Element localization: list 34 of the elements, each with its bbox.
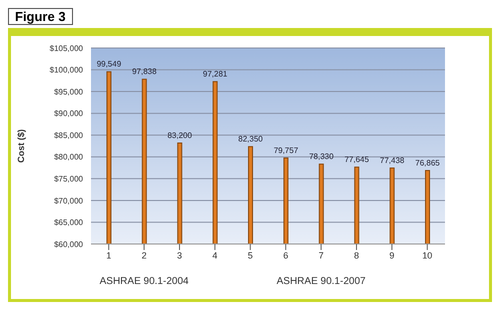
data-label: 97,281 — [202, 70, 228, 79]
data-label: 83,200 — [167, 130, 193, 140]
y-tick-label: $75,000 — [54, 174, 84, 184]
data-label: 82,350 — [238, 134, 264, 144]
x-tick-label: 5 — [248, 250, 253, 260]
x-tick-label: 6 — [283, 250, 288, 260]
data-label: 79,757 — [274, 146, 299, 155]
data-label: 99,549 — [96, 60, 122, 69]
data-label: 97,838 — [132, 67, 158, 76]
x-tick-label: 7 — [318, 250, 324, 260]
y-tick-label: $95,000 — [54, 87, 84, 96]
x-tick-label: 8 — [354, 250, 360, 260]
text: ASHRAE 90.1-2007 — [276, 276, 367, 287]
y-tick-label: $65,000 — [54, 218, 84, 228]
y-tick-label: $90,000 — [54, 109, 84, 118]
text: ASHRAE 90.1-2004 — [98, 276, 190, 287]
y-tick-label: $105,000 — [50, 44, 84, 53]
y-tick-label: $80,000 — [54, 152, 84, 162]
data-label: 76,865 — [415, 158, 440, 168]
y-tick-label: $70,000 — [54, 196, 84, 206]
y-tick-label: $60,000 — [54, 240, 84, 249]
data-label: 77,645 — [344, 155, 370, 164]
x-tick-label: 10 — [422, 250, 432, 260]
y-tick-label: $100,000 — [50, 66, 84, 75]
x-tick-label: 1 — [106, 250, 112, 260]
y-axis-title: Cost ($) — [16, 129, 26, 163]
x-tick-label: 4 — [212, 250, 218, 260]
x-tick-label: 9 — [389, 250, 394, 260]
x-tick-label: 3 — [176, 250, 182, 260]
chart-title: Figure 3 — [8, 8, 73, 25]
data-label: 77,438 — [380, 156, 405, 166]
y-tick-label: $85,000 — [54, 130, 84, 140]
data-label: 78,330 — [309, 152, 334, 162]
x-tick-label: 2 — [142, 250, 147, 260]
